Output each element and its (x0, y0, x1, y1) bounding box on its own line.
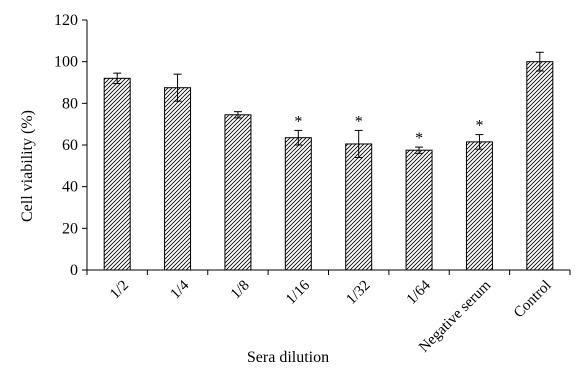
bar-6 (465, 141, 493, 271)
bar-5 (405, 149, 433, 271)
bar-0 (103, 77, 131, 271)
y-tick-label: 100 (54, 54, 78, 71)
bar-7 (526, 61, 554, 271)
x-tick-label: 1/8 (228, 278, 253, 303)
x-tick-label: 1/16 (283, 277, 314, 308)
significance-marker-5: * (415, 130, 423, 147)
x-tick-label: Control (511, 278, 555, 322)
y-axis-label: Cell viability (%) (19, 110, 36, 222)
significance-marker-3: * (294, 113, 302, 130)
x-tick-label: 1/4 (168, 277, 193, 302)
y-tick-label: 20 (62, 220, 78, 237)
y-tick-label: 40 (62, 179, 78, 196)
significance-marker-6: * (475, 118, 483, 135)
y-tick-label: 0 (70, 262, 78, 279)
error-bars-layer (113, 51, 544, 158)
y-tick-label: 120 (54, 12, 78, 29)
x-tick-label: 1/32 (343, 278, 373, 308)
bar-2 (224, 114, 252, 271)
bar-4 (345, 143, 373, 271)
bar-3 (284, 137, 312, 271)
x-axis-label: Sera dilution (247, 349, 329, 366)
y-axis: 0 20 40 60 80 100 120 (54, 12, 88, 279)
annotations-layer: * * * * (294, 113, 483, 147)
bars-layer (103, 61, 554, 271)
y-tick-label: 60 (62, 137, 78, 154)
y-tick-label: 80 (62, 95, 78, 112)
x-tick-label: 1/64 (404, 277, 435, 308)
x-tick-label: 1/2 (107, 278, 132, 303)
significance-marker-4: * (355, 113, 363, 130)
bar-1 (164, 87, 192, 271)
